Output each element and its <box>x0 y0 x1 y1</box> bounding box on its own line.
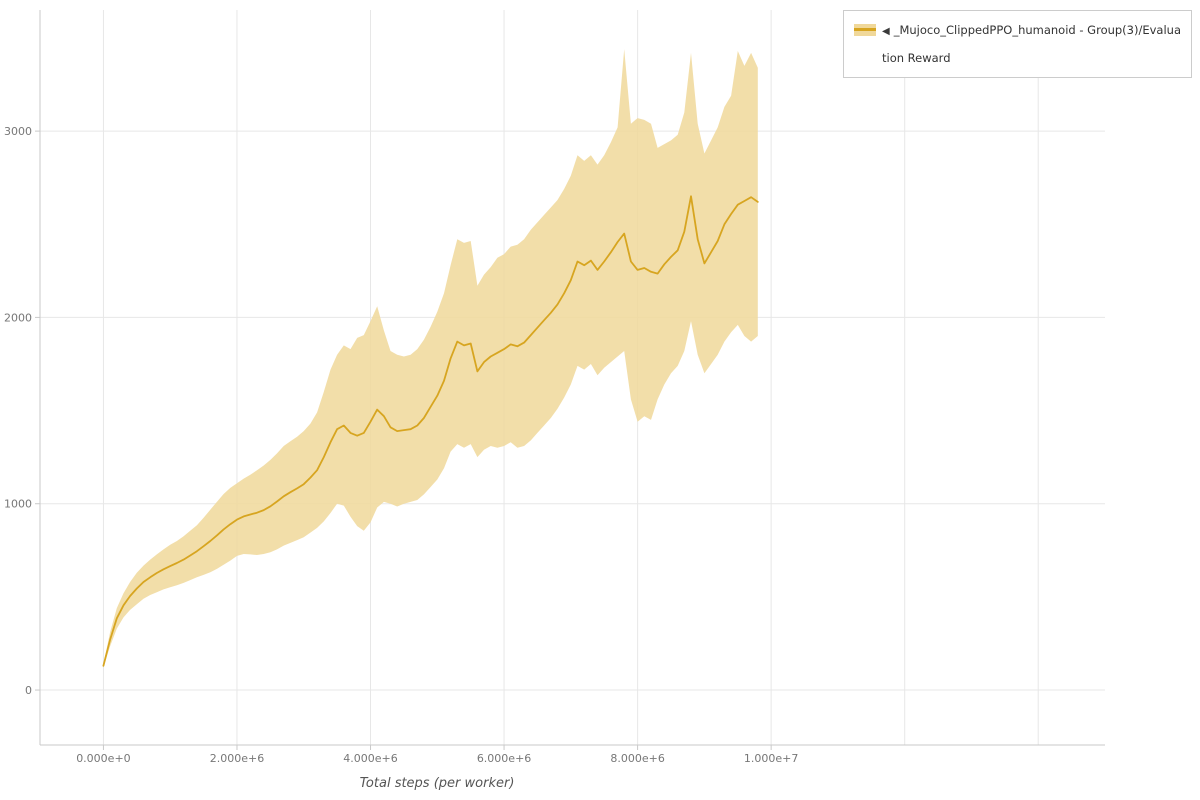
std-band-area <box>103 49 758 668</box>
y-tick-label: 1000 <box>4 498 32 511</box>
y-tick-label: 3000 <box>4 125 32 138</box>
legend-box[interactable]: ◀ _Mujoco_ClippedPPO_humanoid - Group(3)/… <box>843 10 1192 78</box>
x-tick-label: 2.000e+6 <box>210 752 264 765</box>
x-axis-title: Total steps (per worker) <box>359 776 515 791</box>
legend-series-label: _Mujoco_ClippedPPO_humanoid - Group(3)/E… <box>882 23 1182 65</box>
legend-marker-icon: ◀ <box>882 26 890 37</box>
x-tick-label: 6.000e+6 <box>477 752 531 765</box>
mean-reward-line <box>102 195 759 667</box>
y-tick-label: 0 <box>25 684 32 697</box>
x-tick-label: 1.000e+7 <box>744 752 798 765</box>
x-tick-label: 4.000e+6 <box>343 752 397 765</box>
legend-entry: ◀ _Mujoco_ClippedPPO_humanoid - Group(3)/… <box>882 17 1181 71</box>
legend-swatch-line-icon <box>854 28 876 31</box>
y-tick-label: 2000 <box>4 311 32 324</box>
legend-swatch <box>854 24 876 36</box>
x-tick-label: 0.000e+0 <box>76 752 130 765</box>
x-tick-label: 8.000e+6 <box>610 752 664 765</box>
